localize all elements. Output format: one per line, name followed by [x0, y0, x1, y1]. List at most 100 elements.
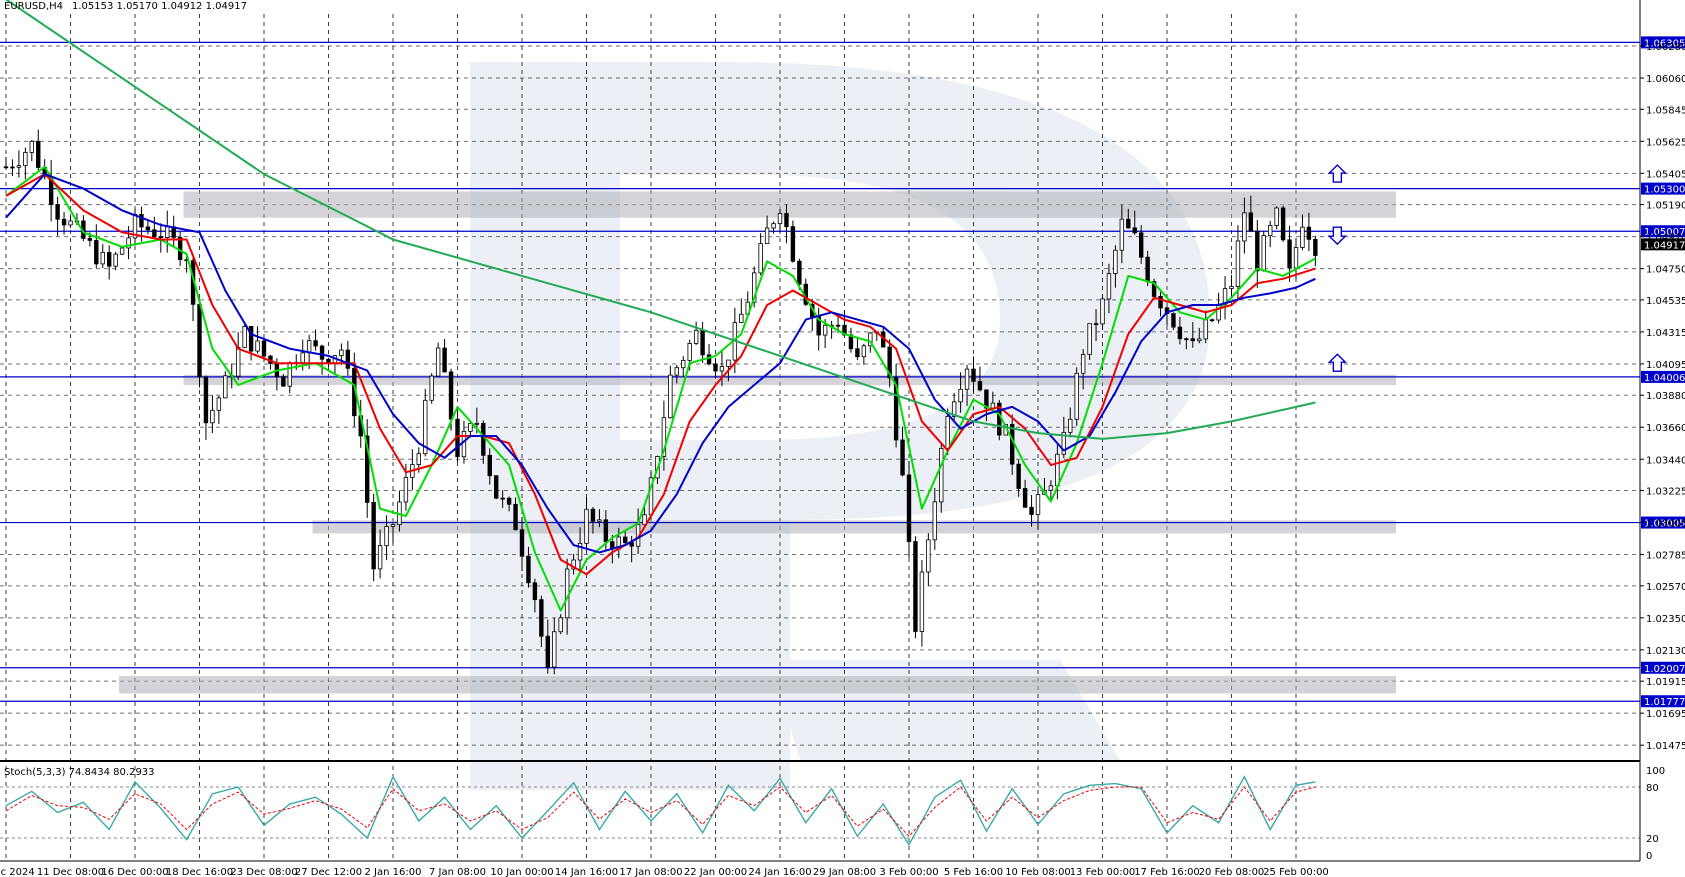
candle [203, 375, 209, 441]
y-tick-label: 1.05405 [1646, 169, 1685, 180]
y-tick-label: 1.03225 [1646, 487, 1685, 498]
x-tick-label: 18 Dec 16:00 [166, 867, 233, 877]
candle [500, 490, 505, 508]
candle [152, 216, 157, 239]
y-tick-label: 1.02350 [1646, 614, 1685, 625]
x-tick-label: 25 Feb 00:00 [1263, 867, 1329, 877]
stoch-main-line [5, 775, 1316, 847]
y-tick-label: 1.04095 [1646, 360, 1685, 371]
level-label: 1.04006 [1644, 373, 1685, 384]
x-tick-label: 29 Jan 08:00 [813, 867, 876, 877]
candle [423, 388, 428, 457]
candle [577, 527, 583, 571]
stochastic-panel: 100 80 20 0 [0, 766, 1665, 862]
y-tick-label: 1.03660 [1646, 423, 1685, 434]
y-tick-label: 1.06280 [1646, 42, 1685, 53]
level-label: 1.05007 [1644, 227, 1685, 238]
candle [713, 358, 718, 379]
candle [513, 497, 518, 531]
candle [1113, 245, 1118, 288]
y-tick-label: 1.06060 [1646, 74, 1685, 85]
candle [36, 129, 41, 171]
level-label-bg [1641, 695, 1685, 708]
candle [797, 258, 802, 290]
candle [668, 365, 673, 419]
x-tick-label: 17 Jan 08:00 [619, 867, 682, 877]
candle [1093, 309, 1099, 342]
y-tick-label: 1.05625 [1646, 137, 1685, 148]
x-tick-label: 20 Feb 08:00 [1199, 867, 1265, 877]
candle [119, 246, 125, 255]
level-label: 1.03005 [1644, 519, 1685, 530]
candle [545, 619, 550, 674]
level-label-bg [1641, 516, 1685, 529]
candle [681, 356, 686, 377]
candle [1029, 494, 1034, 527]
candle [1300, 214, 1305, 251]
candle [1184, 337, 1189, 350]
candle [926, 533, 931, 586]
level-label-bg [1641, 370, 1685, 383]
candle [571, 553, 576, 575]
price-zone [183, 374, 1396, 386]
candle [1268, 220, 1273, 248]
candle [190, 256, 196, 322]
candle [1158, 291, 1163, 317]
candle [1048, 480, 1054, 500]
horizontal-levels: 1.06305 1.05300 1.05007 1.04006 1.03005 1.020… [0, 36, 1685, 708]
series-ma-long [5, 0, 1316, 440]
x-tick-label: 10 Feb 08:00 [1005, 867, 1071, 877]
candle [364, 419, 370, 518]
candle [552, 617, 557, 675]
candle [1261, 230, 1266, 272]
candle [1068, 407, 1073, 438]
candle [29, 139, 34, 162]
stoch-level-label: 80 [1646, 783, 1659, 794]
candle [158, 223, 163, 253]
candle [719, 349, 725, 387]
candle [81, 215, 86, 242]
candle [777, 208, 783, 233]
level-label-bg [1641, 661, 1685, 674]
candle [532, 578, 538, 613]
candle [487, 448, 492, 485]
x-tick-label: 6 Dec 2024 [0, 867, 35, 877]
x-tick-label: 3 Feb 00:00 [879, 867, 938, 877]
candle [526, 546, 531, 588]
y-tick-label: 1.02570 [1646, 582, 1685, 593]
arrow-up-icon [1327, 353, 1348, 372]
candle [939, 442, 944, 513]
candle [893, 364, 899, 448]
stoch-label: Stoch(5,3,3) 74.8434 80.2933 [4, 767, 155, 778]
candle [1100, 295, 1105, 330]
candle [371, 493, 376, 582]
candle [1306, 212, 1312, 252]
candle [1242, 197, 1247, 254]
candle [951, 392, 957, 421]
candle [313, 329, 318, 351]
candle [906, 461, 912, 558]
candle [1177, 316, 1183, 345]
y-tick-label: 1.04315 [1646, 328, 1685, 339]
candle [1080, 349, 1086, 390]
candle [1132, 210, 1137, 235]
candle [1229, 275, 1234, 299]
y-tick-label: 1.03880 [1646, 391, 1685, 402]
candle [661, 400, 667, 471]
candle [248, 326, 254, 361]
x-tick-label: 22 Jan 00:00 [684, 867, 747, 877]
candle [223, 371, 228, 399]
candle [319, 344, 325, 375]
y-tick-label: 1.02785 [1646, 551, 1685, 562]
candle [268, 354, 273, 370]
candle [1106, 263, 1112, 314]
candle [100, 244, 105, 268]
candle [1151, 278, 1157, 300]
candle [210, 395, 215, 434]
candle [855, 336, 860, 361]
candle [390, 523, 396, 544]
y-tick-label: 1.04970 [1646, 233, 1685, 244]
candle [642, 507, 647, 527]
candle [1074, 367, 1079, 427]
